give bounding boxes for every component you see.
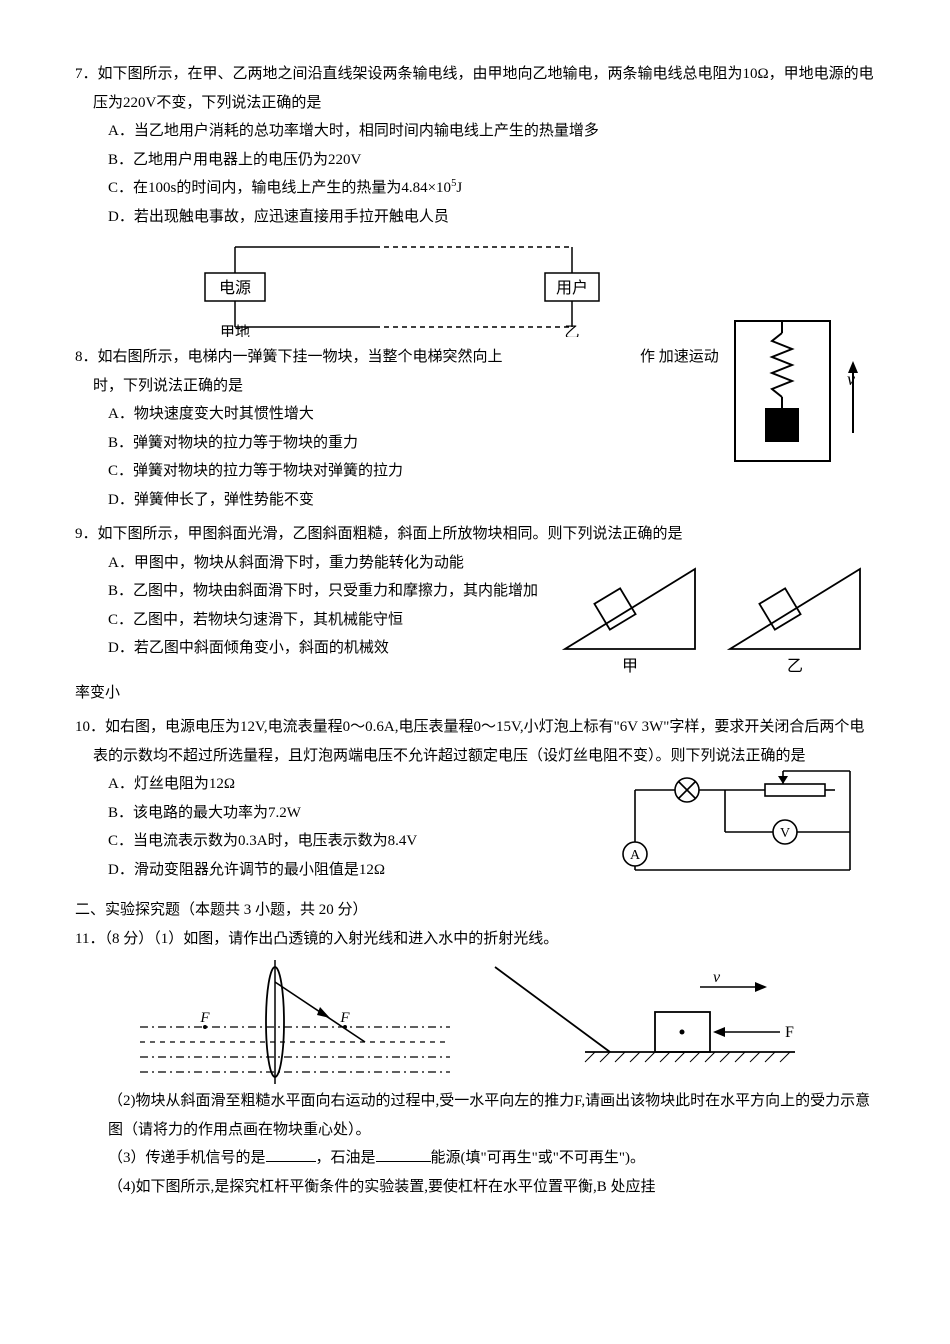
q7-option-d: D．若出现触电事故，应迅速直接用手拉开触电人员 [108,203,875,232]
q9-left-label: 甲 [622,658,638,675]
q10-circuit-svg: A V [615,770,875,890]
q9-option-b: B．乙图中，物块由斜面滑下时，只受重力和摩擦力，其内能增加 [108,577,555,606]
q10-option-d: D．滑动变阻器允许调节的最小阻值是12Ω [108,856,615,885]
q9-right-label: 乙 [787,658,803,675]
q9-option-d-after: 率变小 [75,679,875,708]
question-7: 7．如下图所示，在甲、乙两地之间沿直线架设两条输电线，由甲地向乙地输电，两条输电… [75,60,875,337]
q10-stem: 10．如右图，电源电压为12V,电流表量程0～0.6A,电压表量程0～15V,小… [75,713,875,770]
q11-part3: （3）传递手机信号的是，石油是能源(填"可再生"或"不可再生")。 [75,1144,875,1173]
q9-options: A．甲图中，物块从斜面滑下时，重力势能转化为动能 B．乙图中，物块由斜面滑下时，… [75,549,555,663]
q8-v-label: v [847,369,855,389]
q8-spring-svg: v [725,313,875,473]
section-2-heading: 二、实验探究题（本题共 3 小题，共 20 分） [75,896,875,925]
q9-option-c: C．乙图中，若物块匀速滑下，其机械能守恒 [108,606,555,635]
q11-force-svg: v F [485,957,805,1087]
q7-source-label: 电源 [219,279,251,297]
q7-options: A．当乙地用户消耗的总功率增大时，相同时间内输电线上产生的热量增多 B．乙地用户… [75,117,875,231]
q11-part4: （4)如下图所示,是探究杠杆平衡条件的实验装置,要使杠杆在水平位置平衡,B 处应… [75,1173,875,1202]
q11-F-label: F [785,1024,794,1041]
q9-incline-svg: 甲 乙 [555,549,875,679]
q10-option-a: A．灯丝电阻为12Ω [108,770,615,799]
q8-option-d: D．弹簧伸长了，弹性势能不变 [108,486,725,515]
q8-option-c: C．弹簧对物块的拉力等于物块对弹簧的拉力 [108,457,725,486]
q9-diagram: 甲 乙 [555,549,875,679]
q8-option-b: B．弹簧对物块的拉力等于物块的重力 [108,429,725,458]
question-8: 8．如右图所示，电梯内一弹簧下挂一物块，当整个电梯突然向上 作 加速运动时，下列… [75,343,875,514]
q7-circuit-svg: 电源 用户 甲地 乙 [175,237,655,337]
q11-part2: （2)物块从斜面滑至粗糙水平面向右运动的过程中,受一水平向左的推力F,请画出该物… [75,1087,875,1144]
q7-user-label: 用户 [556,279,588,297]
q10-voltmeter-label: V [780,826,790,841]
q9-stem: 9．如下图所示，甲图斜面光滑，乙图斜面粗糙，斜面上所放物块相同。则下列说法正确的… [75,520,875,549]
q10-ammeter-label: A [630,848,641,863]
q7-stem: 7．如下图所示，在甲、乙两地之间沿直线架设两条输电线，由甲地向乙地输电，两条输电… [75,60,875,117]
q8-diagram: v [725,313,875,514]
q11-v-label: v [713,969,721,986]
q11-F2-label: F [339,1010,350,1026]
q9-option-a: A．甲图中，物块从斜面滑下时，重力势能转化为动能 [108,549,555,578]
q9-option-d-before: D．若乙图中斜面倾角变小，斜面的机械效 [108,634,555,663]
q11-F1-label: F [199,1010,210,1026]
q8-options: A．物块速度变大时其惯性增大 B．弹簧对物块的拉力等于物块的重力 C．弹簧对物块… [75,400,725,514]
q11-part1-stem: 11．（8 分）（1）如图，请作出凸透镜的入射光线和进入水中的折射光线。 [75,925,875,954]
q10-option-c: C．当电流表示数为0.3A时，电压表示数为8.4V [108,827,615,856]
q11-lens-svg: F F [135,957,455,1087]
q7-right-label: 乙 [564,325,579,337]
question-11: 11．（8 分）（1）如图，请作出凸透镜的入射光线和进入水中的折射光线。 F F [75,925,875,1202]
q8-stem: 8．如右图所示，电梯内一弹簧下挂一物块，当整个电梯突然向上 作 加速运动时，下列… [75,343,725,400]
question-9: 9．如下图所示，甲图斜面光滑，乙图斜面粗糙，斜面上所放物块相同。则下列说法正确的… [75,520,875,707]
q7-option-a: A．当乙地用户消耗的总功率增大时，相同时间内输电线上产生的热量增多 [108,117,875,146]
q7-left-label: 甲地 [220,324,250,337]
q10-option-b: B．该电路的最大功率为7.2W [108,799,615,828]
question-10: 10．如右图，电源电压为12V,电流表量程0～0.6A,电压表量程0～15V,小… [75,713,875,890]
q10-diagram: A V [615,770,875,890]
q7-option-b: B．乙地用户用电器上的电压仍为220V [108,146,875,175]
q10-options: A．灯丝电阻为12Ω B．该电路的最大功率为7.2W C．当电流表示数为0.3A… [75,770,615,884]
q7-option-c: C．在100s的时间内，输电线上产生的热量为4.84×105J [108,174,875,203]
q8-option-a: A．物块速度变大时其惯性增大 [108,400,725,429]
